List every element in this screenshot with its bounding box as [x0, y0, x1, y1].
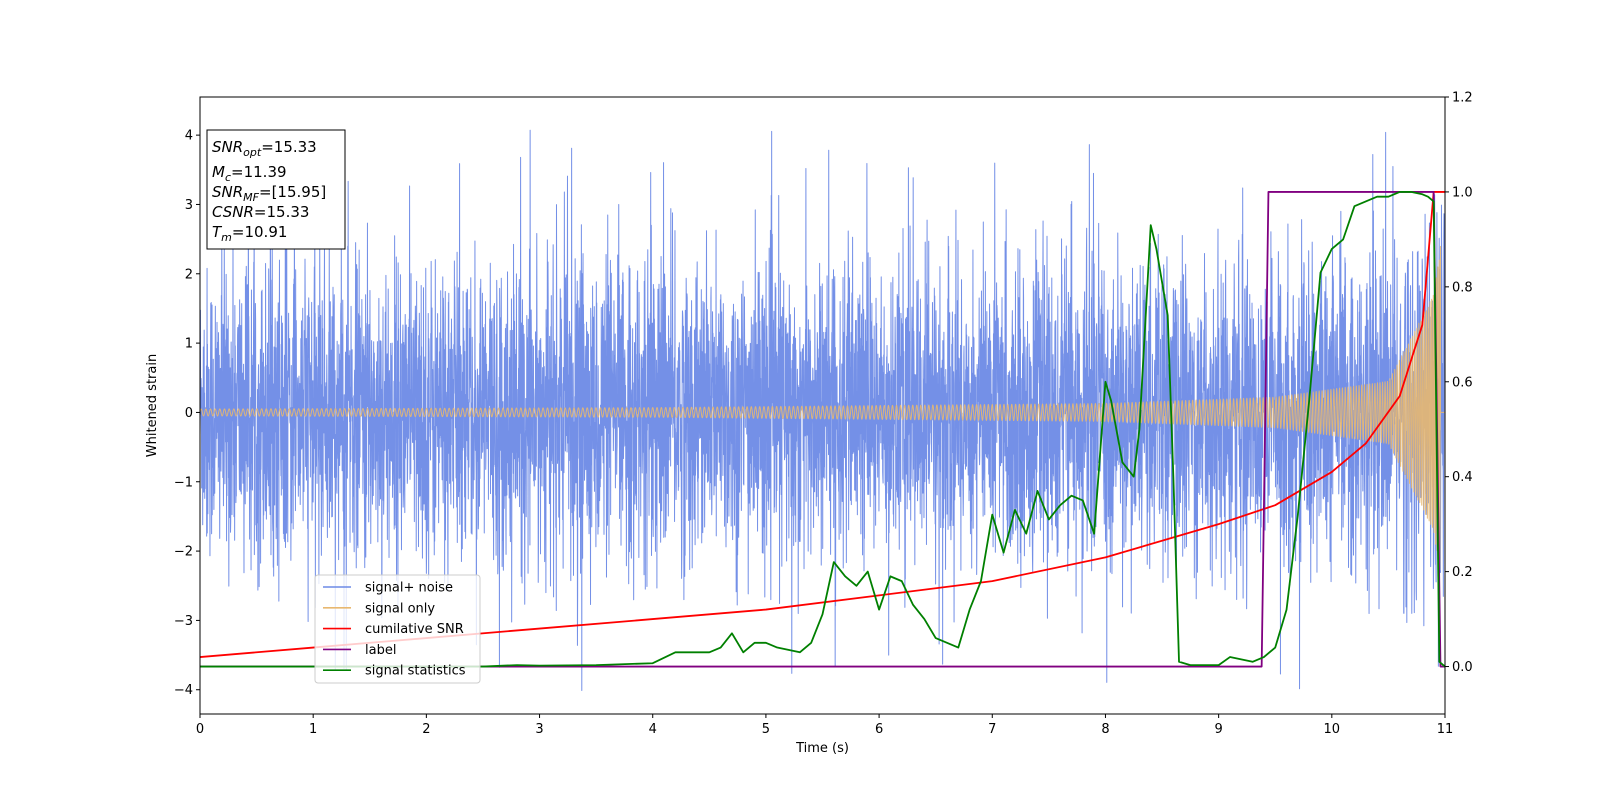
info-symbol: SNR [212, 183, 243, 201]
x-tick-label: 0 [196, 722, 204, 737]
left-y-axis-ticks: −4 −3 −2 −1 0 1 2 3 4 [174, 129, 200, 698]
info-line: Tm=10.91 [212, 223, 287, 244]
left-y-tick-label: 3 [185, 198, 193, 213]
info-line: Mc=11.39 [212, 163, 287, 184]
x-tick-label: 11 [1437, 722, 1454, 737]
x-tick-label: 1 [309, 722, 317, 737]
x-tick-label: 3 [535, 722, 543, 737]
right-y-tick-label: 0.0 [1452, 660, 1473, 675]
info-line: CSNR=15.33 [212, 203, 309, 221]
info-box-frame [206, 129, 346, 250]
legend: signal+ noise signal only cumilative SNR la… [314, 574, 481, 684]
x-tick-label: 9 [1214, 722, 1222, 737]
info-subscript: c [225, 171, 231, 184]
left-y-tick-label: −2 [174, 545, 193, 560]
x-axis-label: Time (s) [795, 741, 849, 756]
plot-frame [199, 96, 1446, 715]
left-y-tick-label: −3 [174, 614, 193, 629]
y-axis-label: Whitened strain [145, 354, 160, 457]
left-y-tick-label: 0 [185, 406, 193, 421]
right-y-tick-label: 0.6 [1452, 375, 1473, 390]
legend-label-signal-only: signal only [365, 601, 435, 616]
x-tick-label: 4 [649, 722, 657, 737]
series-signal-statistics-line [200, 191, 1445, 668]
left-y-tick-label: −4 [174, 683, 193, 698]
right-y-tick-label: 0.8 [1452, 280, 1473, 295]
legend-label-signal-statistics: signal statistics [365, 664, 466, 679]
right-y-axis-ticks: 0.0 0.2 0.4 0.6 0.8 1.0 1.2 [1445, 91, 1473, 675]
series-layer [200, 129, 1445, 692]
right-y-tick-label: 0.2 [1452, 565, 1473, 580]
x-tick-label: 2 [422, 722, 430, 737]
series-cumilative-snr-line [200, 191, 1445, 658]
x-tick-label: 7 [988, 722, 996, 737]
right-y-tick-label: 1.0 [1452, 185, 1473, 200]
info-value: =15.33 [254, 203, 310, 221]
info-value: =15.33 [261, 138, 317, 156]
right-y-tick-label: 1.2 [1452, 91, 1473, 106]
legend-frame [314, 574, 481, 684]
info-symbol: CSNR [212, 203, 254, 221]
right-y-tick-label: 0.4 [1452, 470, 1473, 485]
left-y-tick-label: 4 [185, 129, 193, 144]
info-line: SNRMF=[15.95] [212, 183, 326, 204]
info-value: =[15.95] [259, 183, 326, 201]
legend-label-cumilative-snr: cumilative SNR [365, 622, 464, 637]
series-signal-only-line [200, 245, 1445, 571]
left-y-tick-label: 1 [185, 337, 193, 352]
x-tick-label: 10 [1324, 722, 1341, 737]
info-value: =11.39 [231, 163, 287, 181]
info-symbol: M [212, 163, 225, 181]
left-y-tick-label: −1 [174, 475, 193, 490]
legend-label-label: label [365, 643, 396, 658]
series-label-line [200, 191, 1445, 668]
left-y-tick-label: 2 [185, 267, 193, 282]
info-symbol: SNR [212, 138, 243, 156]
info-value: =10.91 [232, 223, 288, 241]
x-axis-ticks: 0 1 2 3 4 5 6 7 8 9 10 11 [196, 714, 1453, 737]
x-tick-label: 5 [762, 722, 770, 737]
series-signal-noise-line [200, 129, 1445, 692]
info-box: SNRopt=15.33Mc=11.39SNRMF=[15.95]CSNR=15… [206, 129, 346, 250]
x-tick-label: 6 [875, 722, 883, 737]
x-tick-label: 8 [1101, 722, 1109, 737]
info-subscript: MF [243, 191, 259, 204]
info-subscript: opt [243, 146, 262, 159]
info-line: SNRopt=15.33 [212, 138, 317, 159]
info-symbol: T [212, 223, 223, 241]
legend-label-signal-noise: signal+ noise [365, 581, 453, 596]
info-subscript: m [221, 231, 232, 244]
